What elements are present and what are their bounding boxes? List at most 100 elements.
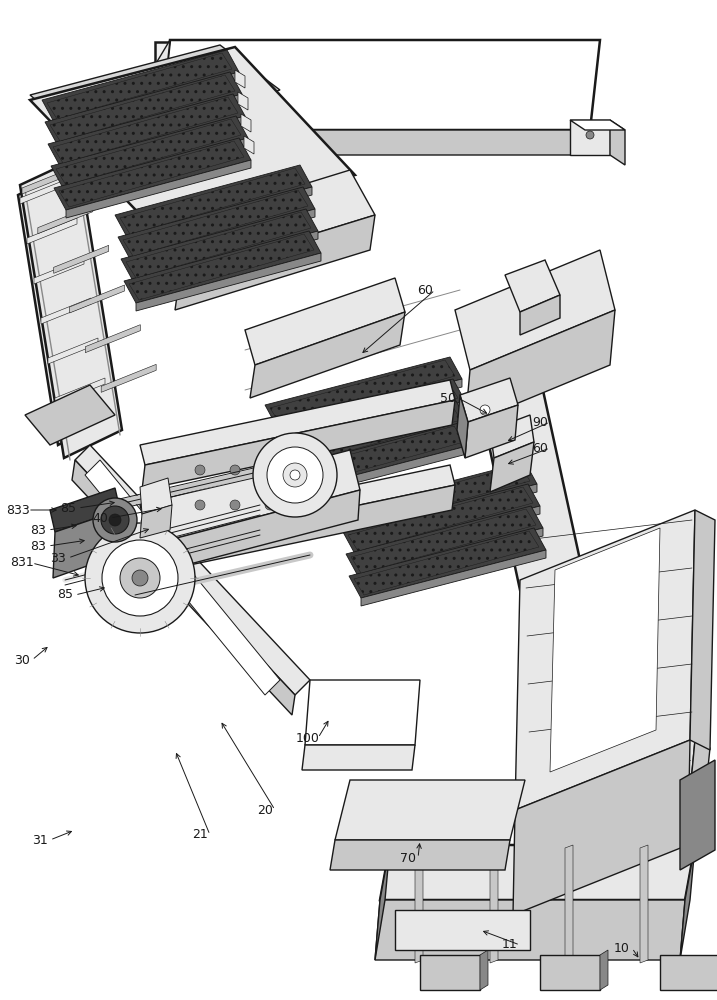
Polygon shape	[680, 845, 695, 960]
Circle shape	[480, 405, 490, 415]
Polygon shape	[380, 845, 695, 900]
Polygon shape	[340, 462, 537, 532]
Polygon shape	[133, 231, 318, 289]
Polygon shape	[355, 506, 540, 562]
Polygon shape	[85, 460, 280, 695]
Polygon shape	[136, 253, 321, 311]
Polygon shape	[460, 285, 580, 590]
Polygon shape	[60, 116, 245, 174]
Circle shape	[253, 433, 337, 517]
Polygon shape	[279, 426, 464, 490]
Polygon shape	[640, 845, 648, 963]
Polygon shape	[244, 136, 254, 154]
Polygon shape	[121, 209, 318, 281]
Polygon shape	[277, 379, 462, 435]
Polygon shape	[70, 285, 125, 313]
Polygon shape	[148, 490, 360, 575]
Circle shape	[132, 570, 148, 586]
Polygon shape	[57, 94, 242, 152]
Polygon shape	[54, 138, 251, 210]
Polygon shape	[142, 485, 455, 575]
Polygon shape	[50, 488, 120, 532]
Polygon shape	[540, 740, 695, 845]
Text: 70: 70	[400, 852, 416, 864]
Polygon shape	[75, 445, 310, 695]
Polygon shape	[349, 528, 546, 598]
Polygon shape	[465, 310, 615, 425]
Circle shape	[230, 465, 240, 475]
Polygon shape	[276, 404, 461, 468]
Circle shape	[267, 447, 323, 503]
Polygon shape	[41, 298, 91, 324]
Polygon shape	[18, 165, 115, 445]
Polygon shape	[346, 506, 543, 576]
Polygon shape	[140, 505, 172, 538]
Circle shape	[120, 558, 160, 598]
Polygon shape	[85, 325, 141, 353]
Polygon shape	[55, 378, 105, 404]
Polygon shape	[34, 258, 84, 284]
Polygon shape	[235, 70, 245, 88]
Polygon shape	[59, 141, 244, 207]
Polygon shape	[54, 245, 109, 273]
Polygon shape	[38, 206, 92, 234]
Polygon shape	[56, 119, 241, 185]
Polygon shape	[126, 212, 311, 278]
Polygon shape	[53, 97, 238, 163]
Polygon shape	[268, 379, 465, 449]
Circle shape	[102, 540, 178, 616]
Polygon shape	[145, 130, 590, 155]
Polygon shape	[457, 395, 468, 458]
Polygon shape	[345, 465, 530, 529]
Polygon shape	[348, 487, 533, 551]
Polygon shape	[53, 510, 120, 578]
Polygon shape	[30, 47, 355, 230]
Polygon shape	[351, 509, 536, 573]
Circle shape	[85, 523, 195, 633]
Polygon shape	[302, 745, 415, 770]
Circle shape	[195, 500, 205, 510]
Polygon shape	[250, 312, 405, 398]
Polygon shape	[305, 680, 420, 745]
Polygon shape	[118, 187, 315, 259]
Polygon shape	[565, 845, 573, 963]
Polygon shape	[271, 401, 468, 471]
Polygon shape	[361, 550, 546, 606]
Polygon shape	[283, 423, 468, 479]
Polygon shape	[330, 840, 510, 870]
Text: 21: 21	[192, 828, 208, 842]
Polygon shape	[175, 215, 375, 310]
Text: 90: 90	[532, 416, 548, 428]
Polygon shape	[27, 218, 77, 244]
Circle shape	[290, 470, 300, 480]
Text: 33: 33	[50, 552, 66, 564]
Circle shape	[230, 500, 240, 510]
Polygon shape	[127, 187, 312, 245]
Polygon shape	[245, 278, 405, 365]
Text: 30: 30	[14, 654, 30, 666]
Polygon shape	[140, 380, 455, 465]
Polygon shape	[600, 950, 608, 990]
Polygon shape	[375, 845, 390, 960]
Polygon shape	[375, 900, 685, 960]
Polygon shape	[680, 760, 715, 870]
Polygon shape	[274, 423, 471, 493]
Polygon shape	[241, 114, 251, 132]
Polygon shape	[101, 364, 156, 392]
Polygon shape	[490, 415, 534, 458]
Polygon shape	[51, 116, 248, 188]
Circle shape	[300, 465, 310, 475]
Polygon shape	[142, 400, 455, 490]
Text: 83: 83	[30, 524, 46, 536]
Polygon shape	[490, 442, 534, 492]
Text: 10: 10	[614, 942, 630, 954]
Polygon shape	[50, 75, 235, 141]
Text: 60: 60	[417, 284, 433, 296]
Polygon shape	[20, 158, 122, 458]
Polygon shape	[335, 780, 525, 840]
Polygon shape	[270, 360, 455, 424]
Text: 85: 85	[60, 502, 76, 514]
Polygon shape	[238, 92, 248, 110]
Polygon shape	[520, 295, 560, 335]
Polygon shape	[465, 405, 518, 458]
